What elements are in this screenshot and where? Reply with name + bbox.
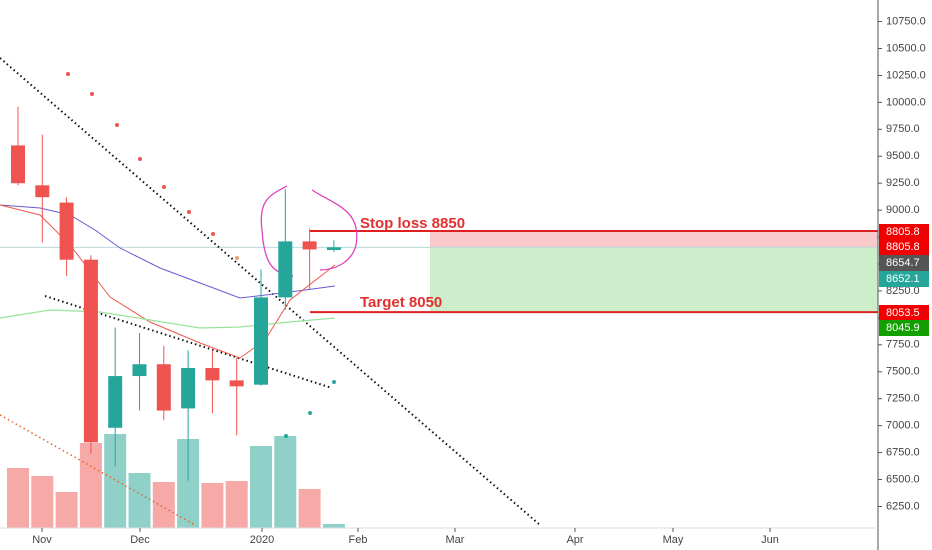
price-label-bg [879,255,929,271]
candle-body [302,241,317,250]
y-tick-label: 7500.0 [886,366,920,378]
y-tick-label: 9000.0 [886,204,920,216]
x-tick-label: Apr [566,534,583,546]
volume-bar [128,473,151,528]
y-tick-label: 9250.0 [886,177,920,189]
y-tick-label: 10500.0 [886,42,926,54]
candle-body [205,367,220,381]
volume-bar [225,481,248,528]
volume-bar [201,483,224,528]
candle-body [278,241,293,298]
moving-average [0,204,336,299]
stop-zone [430,231,878,248]
candle-body [326,247,341,250]
y-tick-label: 9750.0 [886,123,920,135]
y-tick-label: 8250.0 [886,285,920,297]
y-tick-label: 10000.0 [886,96,926,108]
y-tick-label: 7000.0 [886,420,920,432]
candle-body [59,202,74,260]
volume-bar [79,443,102,528]
price-label: 8805.8 [886,226,920,238]
candle-body [35,185,50,198]
y-tick-label: 6750.0 [886,446,920,458]
volume-bar [274,436,297,528]
price-label-bg [879,305,929,321]
annotation: Target 8050 [360,294,442,311]
volume-bar [177,439,200,528]
y-tick-label: 7250.0 [886,393,920,405]
annotation: Stop loss 8850 [360,215,465,232]
moving-average [0,309,336,329]
candle-body [108,376,123,428]
volume-bar [322,524,345,528]
y-tick-label: 10250.0 [886,69,926,81]
y-tick-label: 7750.0 [886,339,920,351]
volume-bar [250,446,272,528]
y-tick-label: 6500.0 [886,473,920,485]
x-tick-label: 2020 [250,534,274,546]
candle-body [83,259,98,443]
price-label: 8045.9 [886,322,920,334]
price-label-bg [879,320,929,336]
price-label: 8805.8 [886,241,920,253]
trendline [0,57,541,526]
volume-bar [55,492,78,528]
volume-bar [152,482,175,528]
volume-bar [31,476,54,528]
x-tick-label: Jun [761,534,779,546]
x-tick-label: Nov [32,534,52,546]
moving-average [0,204,336,359]
x-tick-label: Dec [130,534,150,546]
trendline [0,414,196,526]
price-label: 8654.7 [886,257,920,269]
candle-body [254,297,268,385]
candle-body [156,364,171,411]
sar-dots [66,72,336,438]
candle-body [229,380,244,387]
volume-bar [298,489,321,528]
price-label-bg [879,224,929,240]
target-zone [430,247,878,313]
x-tick-label: May [663,534,684,546]
price-label: 8652.1 [886,273,920,285]
price-label-bg [879,271,929,287]
volume-bar [104,434,127,528]
candle-body [11,145,25,184]
x-tick-label: Feb [349,534,368,546]
x-tick-label: Mar [446,534,465,546]
y-tick-label: 10750.0 [886,15,926,27]
price-label-bg [879,239,929,255]
y-tick-label: 9500.0 [886,150,920,162]
candle-body [132,364,147,377]
price-label: 8053.5 [886,307,920,319]
candle-body [181,367,196,409]
volume-bar [7,468,29,528]
y-tick-label: 6250.0 [886,500,920,512]
